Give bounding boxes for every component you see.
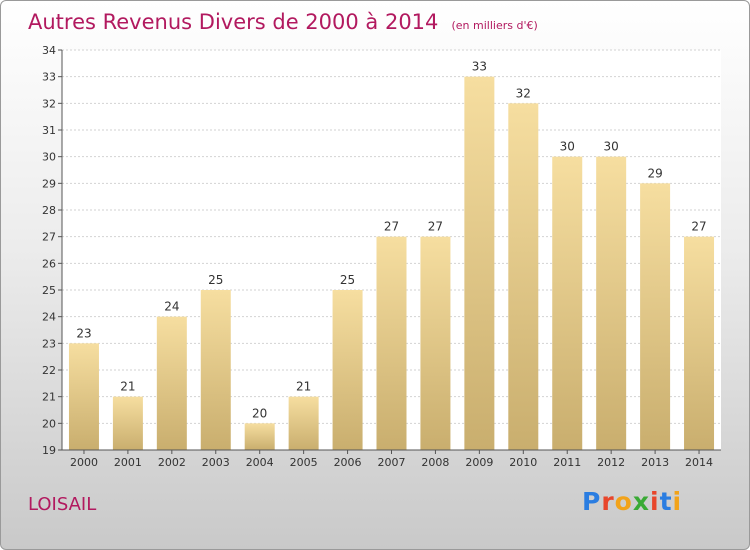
bar [376, 236, 407, 450]
x-tick-label: 2012 [597, 456, 625, 469]
x-tick-label: 2014 [685, 456, 713, 469]
y-tick-label: 28 [42, 204, 56, 217]
y-tick-label: 26 [42, 257, 56, 270]
y-tick-label: 21 [42, 391, 56, 404]
x-tick-label: 2001 [114, 456, 142, 469]
y-tick-label: 19 [42, 444, 56, 457]
x-tick-label: 2004 [246, 456, 274, 469]
x-tick-label: 2011 [553, 456, 581, 469]
logo-letter: i [672, 487, 683, 516]
bar [508, 103, 539, 450]
y-tick-label: 25 [42, 284, 56, 297]
bar [244, 423, 275, 450]
x-tick-label: 2005 [290, 456, 318, 469]
bar-value-label: 27 [384, 220, 399, 234]
bar-value-label: 33 [472, 60, 487, 74]
x-tick-label: 2007 [378, 456, 406, 469]
x-tick-label: 2000 [70, 456, 98, 469]
y-tick-label: 24 [42, 311, 56, 324]
bar [332, 290, 363, 450]
x-tick-label: 2008 [421, 456, 449, 469]
y-tick-label: 29 [42, 177, 56, 190]
logo-letter: r [601, 487, 615, 516]
chart-title: Autres Revenus Divers de 2000 à 2014 [28, 10, 439, 34]
chart-unit: (en milliers d'€) [451, 19, 538, 32]
y-tick-label: 32 [42, 97, 56, 110]
bar [112, 396, 143, 450]
logo-letter: t [659, 487, 673, 516]
y-tick-label: 20 [42, 417, 56, 430]
bar-value-label: 23 [76, 326, 91, 340]
x-tick-label: 2010 [509, 456, 537, 469]
y-tick-label: 31 [42, 124, 56, 137]
x-tick-label: 2003 [202, 456, 230, 469]
bar-value-label: 25 [340, 273, 355, 287]
bar [156, 316, 187, 450]
bar [464, 76, 495, 451]
bar-value-label: 30 [604, 140, 619, 154]
bar-value-label: 27 [691, 220, 706, 234]
bar [640, 183, 671, 451]
bar [288, 396, 319, 450]
x-tick-label: 2009 [465, 456, 493, 469]
bar-value-label: 21 [296, 380, 311, 394]
bar-value-label: 30 [560, 140, 575, 154]
bar [552, 156, 583, 450]
y-tick-label: 23 [42, 337, 56, 350]
bar [596, 156, 627, 450]
x-tick-label: 2002 [158, 456, 186, 469]
proxiti-logo: Proxiti [582, 487, 682, 516]
logo-letter: P [582, 487, 602, 516]
x-tick-label: 2006 [334, 456, 362, 469]
bar-value-label: 29 [647, 166, 662, 180]
bar [68, 343, 99, 450]
x-tick-label: 2013 [641, 456, 669, 469]
y-tick-label: 33 [42, 71, 56, 84]
y-tick-label: 34 [42, 44, 56, 57]
bar-value-label: 20 [252, 406, 267, 420]
bar [420, 236, 451, 450]
y-tick-label: 27 [42, 231, 56, 244]
logo-letter: x [632, 487, 650, 516]
bar-value-label: 25 [208, 273, 223, 287]
bar-value-label: 21 [120, 380, 135, 394]
bar-value-label: 32 [516, 86, 531, 100]
bar [200, 290, 231, 450]
bar-value-label: 27 [428, 220, 443, 234]
bar [684, 236, 715, 450]
logo-letter: o [614, 487, 633, 516]
y-tick-label: 22 [42, 364, 56, 377]
y-tick-label: 30 [42, 151, 56, 164]
city-name: LOISAIL [28, 494, 97, 515]
chart-title-block: Autres Revenus Divers de 2000 à 2014 (en… [28, 10, 538, 34]
bar-value-label: 24 [164, 300, 179, 314]
logo-letter: i [650, 487, 660, 516]
